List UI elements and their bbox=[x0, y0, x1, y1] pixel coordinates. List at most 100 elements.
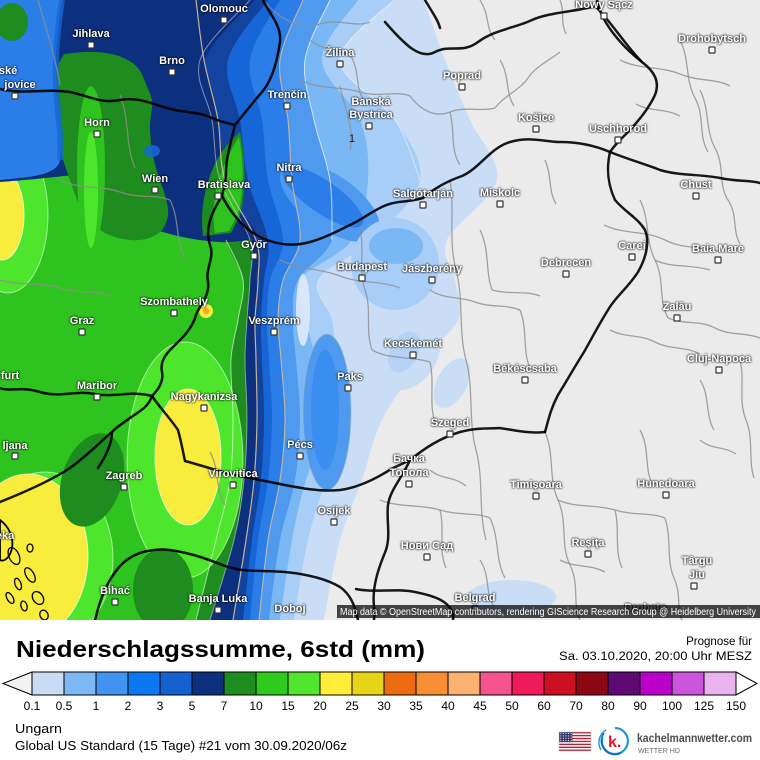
svg-text:Nagykanizsa: Nagykanizsa bbox=[171, 391, 239, 403]
svg-text:Târgu: Târgu bbox=[682, 555, 713, 567]
svg-text:jovice: jovice bbox=[3, 79, 35, 91]
svg-text:1: 1 bbox=[93, 699, 100, 713]
svg-text:Paks: Paks bbox=[337, 371, 363, 383]
svg-text:Debrecen: Debrecen bbox=[541, 257, 591, 269]
svg-text:Hunedoara: Hunedoara bbox=[637, 478, 695, 490]
svg-text:Jihlava: Jihlava bbox=[72, 28, 110, 40]
svg-text:Belgrad: Belgrad bbox=[455, 592, 496, 604]
svg-text:Paks: Paks bbox=[337, 371, 363, 383]
svg-text:Budapest: Budapest bbox=[337, 261, 387, 273]
svg-text:Bratislava: Bratislava bbox=[198, 179, 251, 191]
svg-text:Szeged: Szeged bbox=[431, 417, 470, 429]
svg-text:Топола: Топола bbox=[390, 467, 430, 479]
svg-text:Bihać: Bihać bbox=[100, 585, 130, 597]
svg-text:Poprad: Poprad bbox=[443, 70, 481, 82]
svg-text:0.1: 0.1 bbox=[24, 699, 41, 713]
svg-text:Jászberény: Jászberény bbox=[402, 263, 463, 275]
svg-text:Uschhorod: Uschhorod bbox=[589, 123, 647, 135]
svg-text:Virovitica: Virovitica bbox=[208, 468, 258, 480]
svg-text:Miskolc: Miskolc bbox=[480, 187, 520, 199]
svg-text:Veszprém: Veszprém bbox=[248, 315, 300, 327]
svg-text:Banja Luka: Banja Luka bbox=[189, 593, 249, 605]
svg-text:Zagreb: Zagreb bbox=[106, 470, 143, 482]
svg-text:125: 125 bbox=[694, 699, 714, 713]
svg-text:Топола: Топола bbox=[390, 467, 430, 479]
svg-text:Belgrad: Belgrad bbox=[455, 592, 496, 604]
svg-text:Baia Mare: Baia Mare bbox=[692, 243, 744, 255]
svg-text:Brno: Brno bbox=[159, 55, 185, 67]
svg-text:0.5: 0.5 bbox=[56, 699, 73, 713]
svg-text:Jihlava: Jihlava bbox=[72, 28, 110, 40]
svg-text:70: 70 bbox=[569, 699, 583, 713]
svg-text:kachelmannwetter.com: kachelmannwetter.com bbox=[637, 731, 752, 745]
svg-text:40: 40 bbox=[441, 699, 455, 713]
svg-text:Virovitica: Virovitica bbox=[208, 468, 258, 480]
svg-text:Doboj: Doboj bbox=[274, 603, 305, 615]
svg-text:Wien: Wien bbox=[142, 173, 168, 185]
svg-text:Trenčín: Trenčín bbox=[267, 89, 306, 101]
svg-text:Zalău: Zalău bbox=[663, 301, 692, 313]
svg-text:Timişoara: Timişoara bbox=[510, 479, 563, 491]
svg-text:Kecskemét: Kecskemét bbox=[384, 338, 442, 350]
svg-text:Debrecen: Debrecen bbox=[541, 257, 591, 269]
svg-text:Нови Сад: Нови Сад bbox=[401, 540, 453, 552]
svg-text:Nitra: Nitra bbox=[276, 162, 302, 174]
svg-text:Salgótarján: Salgótarján bbox=[393, 188, 453, 200]
svg-text:Bystrica: Bystrica bbox=[349, 109, 393, 121]
svg-text:Veszprém: Veszprém bbox=[248, 315, 300, 327]
svg-text:Hunedoara: Hunedoara bbox=[637, 478, 695, 490]
svg-text:90: 90 bbox=[633, 699, 647, 713]
svg-text:Nagykanizsa: Nagykanizsa bbox=[171, 391, 239, 403]
svg-text:25: 25 bbox=[345, 699, 359, 713]
svg-text:Nowy Sącz: Nowy Sącz bbox=[575, 0, 633, 11]
svg-text:Târgu: Târgu bbox=[682, 555, 713, 567]
svg-text:Salgótarján: Salgótarján bbox=[393, 188, 453, 200]
svg-text:Budapest: Budapest bbox=[337, 261, 387, 273]
svg-text:Nowy Sącz: Nowy Sącz bbox=[575, 0, 633, 11]
svg-text:Jiu: Jiu bbox=[689, 569, 705, 581]
svg-text:jovice: jovice bbox=[3, 79, 35, 91]
svg-text:Szombathely: Szombathely bbox=[140, 296, 209, 308]
svg-text:Târgu: Târgu bbox=[682, 555, 713, 567]
svg-text:Hunedoara: Hunedoara bbox=[637, 478, 695, 490]
svg-text:Veszprém: Veszprém bbox=[248, 315, 300, 327]
svg-text:Zagreb: Zagreb bbox=[106, 470, 143, 482]
svg-text:ské: ské bbox=[0, 65, 17, 77]
svg-text:7: 7 bbox=[221, 699, 228, 713]
svg-text:Bratislava: Bratislava bbox=[198, 179, 251, 191]
svg-text:Wien: Wien bbox=[142, 173, 168, 185]
svg-text:Baia Mare: Baia Mare bbox=[692, 243, 744, 255]
svg-text:Reşiţa: Reşiţa bbox=[571, 537, 605, 549]
svg-text:10: 10 bbox=[249, 699, 263, 713]
svg-text:Kecskemét: Kecskemét bbox=[384, 338, 442, 350]
svg-text:Horn: Horn bbox=[84, 117, 110, 129]
svg-text:Zalău: Zalău bbox=[663, 301, 692, 313]
svg-text:Нови Сад: Нови Сад bbox=[401, 540, 453, 552]
svg-text:Szeged: Szeged bbox=[431, 417, 470, 429]
svg-text:Reşiţa: Reşiţa bbox=[571, 537, 605, 549]
svg-text:Cluj-Napoca: Cluj-Napoca bbox=[687, 353, 752, 365]
svg-text:20: 20 bbox=[313, 699, 327, 713]
svg-text:Бачка: Бачка bbox=[393, 453, 426, 465]
svg-text:Banská: Banská bbox=[351, 96, 391, 108]
svg-text:Banja Luka: Banja Luka bbox=[189, 593, 249, 605]
svg-text:Budapest: Budapest bbox=[337, 261, 387, 273]
svg-text:Osijek: Osijek bbox=[317, 505, 351, 517]
svg-text:Horn: Horn bbox=[84, 117, 110, 129]
svg-text:Žilina: Žilina bbox=[326, 46, 356, 59]
svg-text:Békéscsaba: Békéscsaba bbox=[493, 363, 557, 375]
svg-text:Map data © OpenStreetMap contr: Map data © OpenStreetMap contributors, r… bbox=[340, 607, 756, 618]
svg-text:Nitra: Nitra bbox=[276, 162, 302, 174]
svg-text:eka: eka bbox=[0, 530, 15, 542]
svg-text:WETTER HD: WETTER HD bbox=[638, 746, 681, 755]
svg-text:ljana: ljana bbox=[2, 440, 28, 452]
svg-text:Jiu: Jiu bbox=[689, 569, 705, 581]
svg-text:Osijek: Osijek bbox=[317, 505, 351, 517]
svg-text:Drohobytsch: Drohobytsch bbox=[678, 33, 746, 45]
svg-text:Drohobytsch: Drohobytsch bbox=[678, 33, 746, 45]
svg-text:jovice: jovice bbox=[3, 79, 35, 91]
svg-text:Нови Сад: Нови Сад bbox=[401, 540, 453, 552]
svg-text:Olomouc: Olomouc bbox=[200, 3, 248, 15]
svg-text:Miskolc: Miskolc bbox=[480, 187, 520, 199]
svg-text:Niederschlagssumme, 6std (mm): Niederschlagssumme, 6std (mm) bbox=[16, 636, 425, 662]
